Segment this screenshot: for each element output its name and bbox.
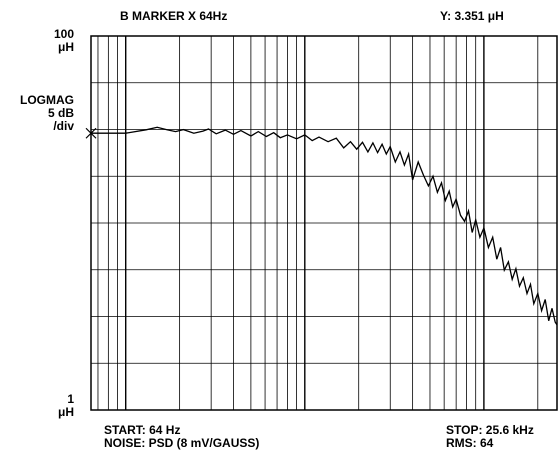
scale-label-db: 5 dB bbox=[47, 106, 74, 120]
y-bottom-value: 1 bbox=[67, 392, 74, 406]
y-top-value: 100 bbox=[53, 27, 74, 41]
y-readout: Y: 3.351 μH bbox=[440, 9, 504, 23]
stop-frequency: STOP: 25.6 kHz bbox=[446, 423, 534, 437]
y-bottom-unit: μH bbox=[57, 405, 74, 419]
chart-grid bbox=[91, 36, 557, 410]
rms-setting: RMS: 64 bbox=[446, 436, 494, 450]
marker-cross bbox=[85, 127, 97, 139]
y-top-unit: μH bbox=[57, 40, 74, 54]
noise-setting: NOISE: PSD (8 mV/GAUSS) bbox=[104, 436, 260, 450]
marker-cursor-icon bbox=[85, 127, 97, 139]
plot-frame bbox=[90, 35, 558, 411]
data-trace bbox=[91, 126, 558, 326]
scale-label-div: /div bbox=[53, 119, 74, 133]
marker-readout: B MARKER X 64Hz bbox=[120, 9, 228, 23]
start-frequency: START: 64 Hz bbox=[104, 423, 181, 437]
scale-label-logmag: LOGMAG bbox=[20, 93, 74, 107]
